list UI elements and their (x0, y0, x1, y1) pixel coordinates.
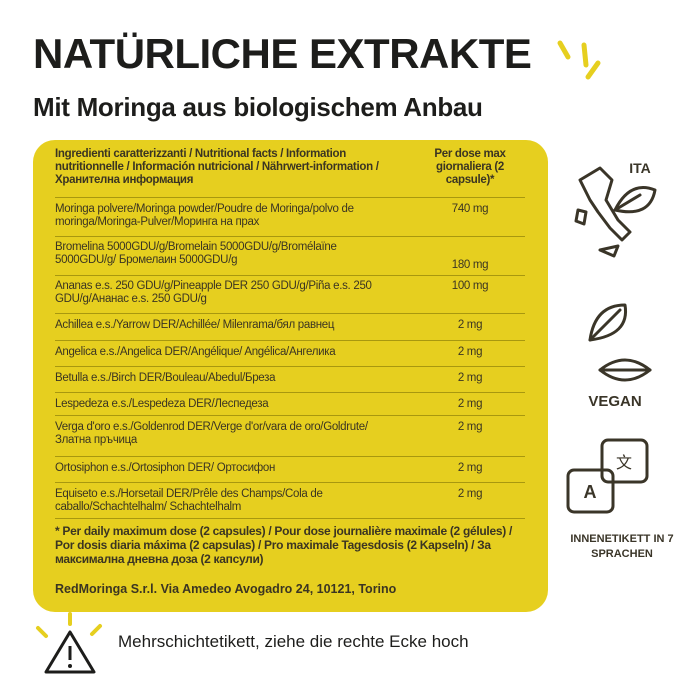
badge-label: VEGAN (588, 393, 642, 410)
svg-text:文: 文 (616, 454, 632, 472)
separator (55, 482, 525, 483)
svg-text:A: A (584, 482, 597, 502)
amount: 2 mg (457, 398, 483, 410)
ingredient: Ortosiphon e.s./Ortosiphon DER/ Ортосифо… (55, 462, 276, 474)
ingredient: Bromelina 5000GDU/g/Bromelain 5000GDU/g/… (55, 241, 337, 266)
separator (55, 456, 525, 457)
ingredient: Achillea e.s./Yarrow DER/Achillée/ Milen… (55, 319, 335, 331)
amount: 2 mg (457, 488, 483, 500)
amount: 2 mg (457, 372, 483, 384)
amount: 2 mg (457, 319, 483, 331)
separator (55, 275, 525, 276)
ingredient: Betulla e.s./Birch DER/Bouleau/Abedul/Бр… (55, 372, 276, 384)
amount: 740 mg (451, 203, 489, 215)
ingredient: Moringa polvere/Moringa powder/Poudre de… (55, 203, 354, 228)
footnote: * Per daily maximum dose (2 capsules) / … (55, 524, 512, 566)
ingredient: Equiseto e.s./Horsetail DER/Prêle des Ch… (55, 488, 323, 513)
table-panel (33, 140, 548, 612)
notice: Mehrschichtetikett, ziehe die rechte Eck… (118, 632, 469, 651)
header-cell: Ingredienti caratterizzanti / Nutritiona… (55, 148, 379, 186)
amount: 2 mg (457, 421, 483, 433)
separator (55, 236, 525, 237)
amount: 100 mg (451, 280, 489, 292)
ingredient: Ananas e.s. 250 GDU/g/Pineapple DER 250 … (55, 280, 372, 305)
warning-icon (36, 612, 102, 674)
separator (55, 197, 525, 198)
amount: 2 mg (457, 462, 483, 474)
separator (55, 392, 525, 393)
company: RedMoringa S.r.l. Via Amedeo Avogadro 24… (55, 582, 397, 596)
sparkle (557, 40, 601, 80)
separator (55, 518, 525, 519)
ingredient: Verga d'oro e.s./Goldenrod DER/Verge d'o… (55, 421, 368, 446)
badge-label: ITA (629, 160, 651, 176)
separator (55, 313, 525, 314)
separator (55, 340, 525, 341)
table-header: Ingredienti caratterizzanti / Nutritiona… (55, 148, 525, 196)
badge-label: INNENETIKETT IN 7 SPRACHEN (570, 533, 674, 560)
title: NATÜRLICHE EXTRAKTE (33, 30, 532, 77)
badge-icons: A 文 (566, 166, 657, 514)
separator (55, 415, 525, 416)
ingredient: Lespedeza e.s./Lespedeza DER/Леспедеза (55, 398, 269, 410)
amount: 2 mg (457, 346, 483, 358)
separator (55, 366, 525, 367)
subtitle: Mit Moringa aus biologischem Anbau (33, 92, 483, 122)
header-cell: Per dose max giornaliera (2 capsule)* (434, 148, 506, 186)
amount: 180 mg (451, 259, 489, 271)
ingredient: Angelica e.s./Angelica DER/Angélique/ An… (55, 346, 336, 358)
